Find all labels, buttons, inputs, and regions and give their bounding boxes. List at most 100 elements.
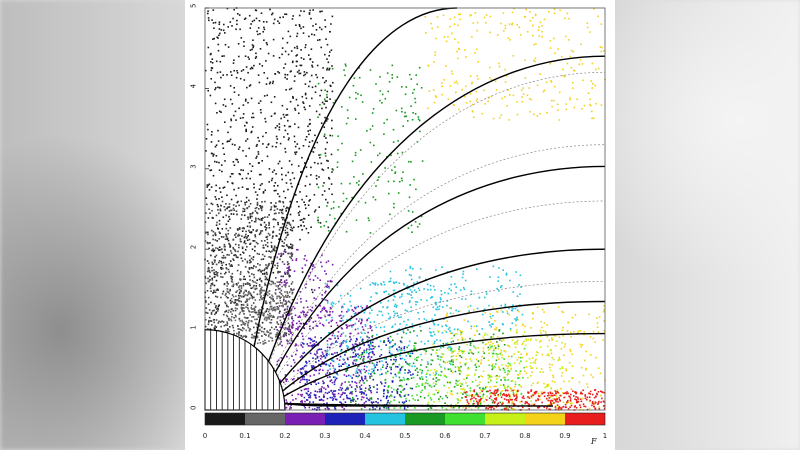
scatter-point xyxy=(326,201,329,204)
scatter-point xyxy=(221,276,224,278)
scatter-point xyxy=(296,32,299,35)
scatter-point xyxy=(270,297,272,300)
scatter-point xyxy=(343,303,345,305)
scatter-point xyxy=(313,393,316,396)
scatter-point xyxy=(246,236,248,239)
scatter-point xyxy=(432,285,435,288)
scatter-point xyxy=(565,35,567,38)
scatter-point xyxy=(525,360,528,362)
scatter-point xyxy=(360,372,362,375)
scatter-point xyxy=(288,125,290,128)
scatter-point xyxy=(238,333,240,335)
scatter-point xyxy=(479,399,482,401)
scatter-point xyxy=(408,301,411,304)
scatter-point xyxy=(508,119,510,121)
scatter-point xyxy=(534,393,536,395)
scatter-point xyxy=(241,310,243,313)
scatter-point xyxy=(381,360,383,362)
scatter-point xyxy=(429,374,431,376)
scatter-point xyxy=(310,48,313,50)
scatter-point xyxy=(269,329,271,331)
scatter-point xyxy=(228,330,230,333)
scatter-point xyxy=(210,141,213,143)
scatter-point xyxy=(345,351,347,353)
scatter-point xyxy=(301,198,303,201)
scatter-point xyxy=(311,86,314,89)
scatter-point xyxy=(213,261,216,263)
scatter-point xyxy=(477,78,479,80)
scatter-point xyxy=(220,260,222,263)
scatter-point xyxy=(407,353,410,355)
scatter-point xyxy=(530,395,533,398)
scatter-point xyxy=(284,151,287,153)
scatter-point xyxy=(464,391,466,394)
scatter-point xyxy=(326,372,329,374)
scatter-point xyxy=(252,229,254,231)
scatter-point xyxy=(516,113,519,116)
scatter-point xyxy=(273,249,275,252)
scatter-point xyxy=(240,329,242,331)
scatter-point xyxy=(261,330,263,333)
scatter-point xyxy=(530,338,533,340)
scatter-point xyxy=(467,402,470,405)
scatter-point xyxy=(503,407,506,410)
scatter-point xyxy=(290,339,293,342)
scatter-point xyxy=(359,336,362,339)
scatter-point xyxy=(350,399,352,402)
scatter-point xyxy=(261,326,263,329)
scatter-point xyxy=(392,141,395,143)
scatter-point xyxy=(286,41,289,44)
scatter-point xyxy=(282,316,284,318)
scatter-point xyxy=(267,291,269,294)
scatter-point xyxy=(247,172,249,175)
scatter-point xyxy=(366,397,368,399)
scatter-point xyxy=(516,316,518,319)
scatter-point xyxy=(323,308,325,310)
scatter-point xyxy=(582,389,584,392)
scatter-point xyxy=(575,407,578,409)
scatter-point xyxy=(398,363,401,366)
scatter-point xyxy=(280,211,283,214)
scatter-point xyxy=(507,89,509,91)
scatter-point xyxy=(229,244,231,246)
scatter-point xyxy=(388,293,390,295)
scatter-point xyxy=(271,250,273,252)
scatter-point xyxy=(277,184,279,187)
scatter-point xyxy=(569,97,571,99)
scatter-point xyxy=(524,59,526,62)
scatter-point xyxy=(324,307,326,310)
scatter-point xyxy=(256,335,259,337)
scatter-point xyxy=(297,165,300,167)
scatter-point xyxy=(599,46,602,48)
scatter-point xyxy=(433,385,436,387)
scatter-point xyxy=(504,303,507,306)
scatter-point xyxy=(576,98,578,100)
scatter-point xyxy=(233,8,235,11)
scatter-point xyxy=(374,282,377,284)
scatter-point xyxy=(404,393,407,396)
scatter-point xyxy=(406,346,408,349)
scatter-point xyxy=(429,384,431,387)
scatter-point xyxy=(559,394,562,397)
scatter-point xyxy=(459,289,462,291)
scatter-point xyxy=(328,391,330,393)
scatter-point xyxy=(432,331,435,333)
scatter-point xyxy=(284,248,286,251)
scatter-point xyxy=(309,9,311,12)
scatter-point xyxy=(528,87,531,89)
scatter-point xyxy=(460,365,462,368)
scatter-point xyxy=(438,348,441,351)
scatter-point xyxy=(324,19,326,21)
scatter-point xyxy=(516,331,518,334)
scatter-point xyxy=(470,327,473,330)
scatter-point xyxy=(216,112,218,114)
scatter-point xyxy=(525,338,527,340)
scatter-point xyxy=(538,341,541,343)
scatter-point xyxy=(207,10,209,12)
scatter-point xyxy=(332,169,334,171)
scatter-point xyxy=(317,219,319,222)
scatter-point xyxy=(233,301,235,304)
scatter-point xyxy=(602,310,605,313)
scatter-point xyxy=(233,332,235,335)
scatter-point xyxy=(512,393,515,396)
